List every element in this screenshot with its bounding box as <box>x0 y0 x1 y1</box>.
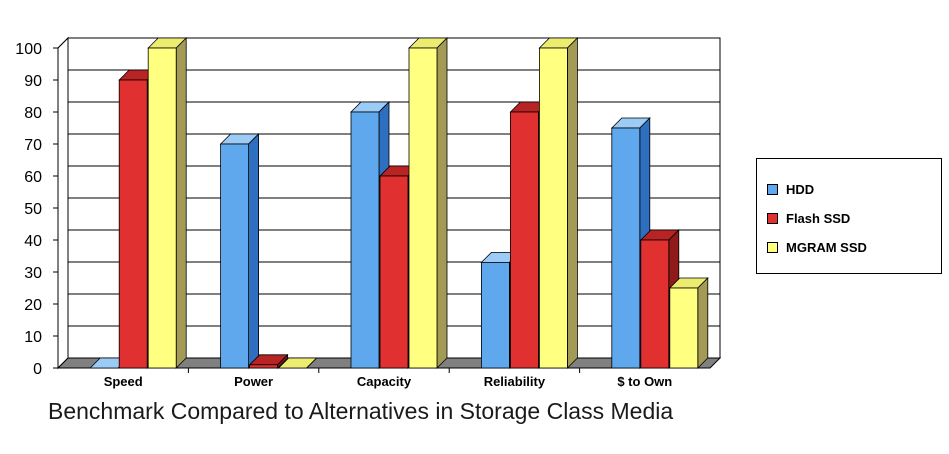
y-tick-label: 20 <box>24 297 42 314</box>
x-tick-label: Capacity <box>357 374 412 389</box>
bar-front <box>379 175 409 369</box>
legend-swatch-hdd <box>767 183 778 195</box>
y-tick-label: 10 <box>24 329 42 346</box>
bar-flash-ssd-1 <box>248 353 289 369</box>
bar-front <box>669 287 699 369</box>
x-tick-labels: Speed Power Capacity Reliability $ to Own <box>104 368 672 389</box>
bar-front <box>350 111 380 369</box>
y-tick-label: 30 <box>24 265 42 282</box>
x-tick-label: Reliability <box>484 374 546 389</box>
y-tick-label: 80 <box>24 105 42 122</box>
bar-mgram-ssd-3 <box>538 37 579 369</box>
bar-front <box>147 47 177 369</box>
x-tick-label: $ to Own <box>617 374 672 389</box>
bar-front <box>220 143 250 369</box>
y-tick-labels: 0 10 20 30 40 50 60 70 80 90 100 <box>15 41 58 378</box>
y-tick-label: 50 <box>24 201 42 218</box>
bar-front <box>118 79 148 369</box>
x-tick-label: Speed <box>104 374 143 389</box>
legend-label-mgram-ssd: MGRAM SSD <box>786 239 867 255</box>
y-tick-label: 70 <box>24 137 42 154</box>
bar-front <box>611 127 641 369</box>
legend-swatch-mgram-ssd <box>767 241 778 253</box>
bar-mgram-ssd-4 <box>668 277 709 369</box>
bar-front <box>249 364 279 369</box>
plot-side-wall <box>57 36 69 370</box>
bar-hdd-1 <box>219 133 260 369</box>
bar-front <box>480 261 510 369</box>
bar-mgram-ssd-1 <box>277 357 318 369</box>
legend: HDD Flash SSD MGRAM SSD <box>756 158 942 274</box>
chart-caption: Benchmark Compared to Alternatives in St… <box>48 398 674 424</box>
bar-front <box>539 47 568 369</box>
bar-front <box>509 111 539 369</box>
y-tick-label: 40 <box>24 233 42 250</box>
y-tick-label: 0 <box>33 361 42 378</box>
legend-label-hdd: HDD <box>786 181 815 197</box>
y-tick-label: 90 <box>24 73 42 90</box>
bar-mgram-ssd-0 <box>147 37 188 369</box>
x-tick-label: Power <box>234 374 273 389</box>
legend-item-mgram-ssd: MGRAM SSD <box>767 237 867 257</box>
bar-side <box>567 37 578 369</box>
bar-side <box>436 37 448 369</box>
bar-side <box>175 37 187 369</box>
bars <box>89 37 709 369</box>
bar-side <box>306 357 317 369</box>
bar-front <box>640 239 670 369</box>
y-tick-label: 100 <box>15 41 42 58</box>
y-tick-label: 60 <box>24 169 42 186</box>
legend-label-flash-ssd: Flash SSD <box>786 210 851 226</box>
legend-swatch-flash-ssd <box>767 212 778 224</box>
bar-side <box>697 277 709 369</box>
bar-side <box>248 133 260 369</box>
legend-item-flash-ssd: Flash SSD <box>767 208 850 228</box>
bar-front <box>408 47 438 369</box>
bar-mgram-ssd-2 <box>408 37 448 369</box>
legend-item-hdd: HDD <box>767 179 814 199</box>
